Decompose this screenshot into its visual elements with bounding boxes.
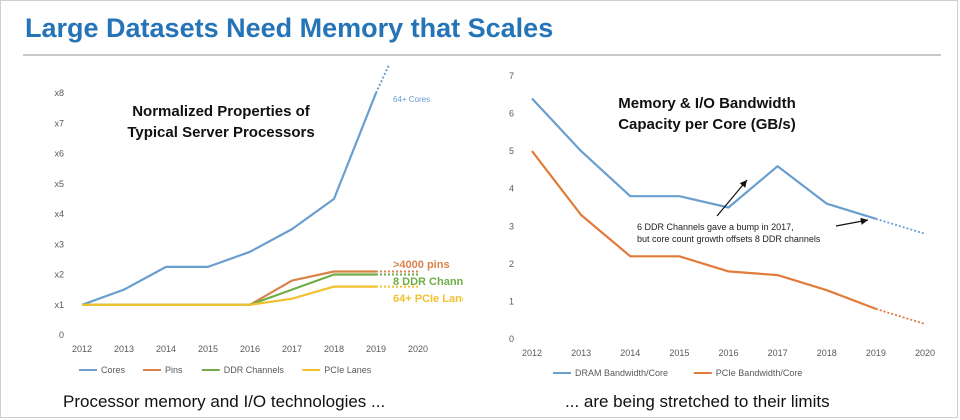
x-tick-label: 2014 [620,348,640,358]
series-end-label: 64+ Cores [393,95,430,104]
y-tick-label: x4 [54,209,64,219]
legend-label: DRAM Bandwidth/Core [575,368,668,378]
y-tick-label: 5 [509,146,514,156]
annotation-text: but core count growth offsets 8 DDR chan… [637,234,821,244]
x-tick-label: 2019 [866,348,886,358]
x-tick-label: 2012 [72,344,92,354]
annotation-arrow [716,179,748,217]
chart-title-line: Normalized Properties of [132,103,311,120]
chart-title-line: Typical Server Processors [127,124,314,141]
chart-title-line: Capacity per Core (GB/s) [618,116,796,133]
series-end-label: >4000 pins [393,259,450,271]
series-projection [875,217,926,235]
annotation-text: 6 DDR Channels gave a bump in 2017, [637,222,794,232]
series-line-pcie-lanes [82,285,376,306]
series-projection [875,308,926,325]
y-tick-label: x7 [54,118,64,128]
x-tick-label: 2020 [915,348,935,358]
x-tick-label: 2019 [366,344,386,354]
y-tick-label: x8 [54,88,64,98]
legend-label: Pins [165,365,183,375]
x-tick-label: 2013 [571,348,591,358]
y-tick-label: x3 [54,239,64,249]
series-line-dram-bandwidth-core [531,97,877,220]
y-tick-label: 1 [509,296,514,306]
y-tick-label: 3 [509,221,514,231]
legend-label: DDR Channels [224,365,285,375]
caption-left: Processor memory and I/O technologies ..… [63,392,386,411]
x-tick-label: 2020 [408,344,428,354]
title-divider [23,54,941,56]
legend-label: Cores [101,365,126,375]
series-projection [375,65,390,94]
x-tick-label: 2017 [768,348,788,358]
y-tick-label: x2 [54,270,64,280]
y-tick-label: 2 [509,259,514,269]
x-tick-label: 2018 [324,344,344,354]
series-end-label: 64+ PCIe Lanes [393,293,463,305]
x-tick-label: 2012 [522,348,542,358]
series-line-cores [81,92,378,306]
y-tick-label: x6 [54,149,64,159]
y-tick-label: 6 [509,109,514,119]
x-tick-label: 2014 [156,344,176,354]
page-title: Large Datasets Need Memory that Scales [25,13,554,43]
x-tick-label: 2017 [282,344,302,354]
y-tick-label: x1 [54,300,64,310]
y-tick-label: 4 [509,184,514,194]
annotation-arrow [835,217,869,227]
x-tick-label: 2013 [114,344,134,354]
y-tick-label: 0 [509,334,514,344]
y-tick-label: 7 [509,71,514,81]
x-tick-label: 2015 [198,344,218,354]
caption-right: ... are being stretched to their limits [565,392,830,411]
y-tick-label: x5 [54,179,64,189]
series-end-label: 8 DDR Channels [393,276,463,288]
chart-bandwidth-per-core: 0 1 2 3 4 5 6 7 2012 2013 2014 2015 2016 2017 2018 2019… [509,71,935,378]
x-tick-label: 2016 [240,344,260,354]
x-tick-label: 2016 [718,348,738,358]
chart-normalized-properties: 0 x1 x2 x3 x4 x5 x6 x7 x8 2012 2013 2014 2015 2016 201… [54,65,463,375]
x-tick-label: 2018 [817,348,837,358]
y-tick-label: 0 [59,330,64,340]
legend-label: PCIe Bandwidth/Core [716,368,803,378]
chart-title-line: Memory & I/O Bandwidth [618,95,796,112]
x-tick-label: 2015 [669,348,689,358]
series-line-pcie-bandwidth-core [531,150,877,310]
legend-label: PCIe Lanes [324,365,372,375]
